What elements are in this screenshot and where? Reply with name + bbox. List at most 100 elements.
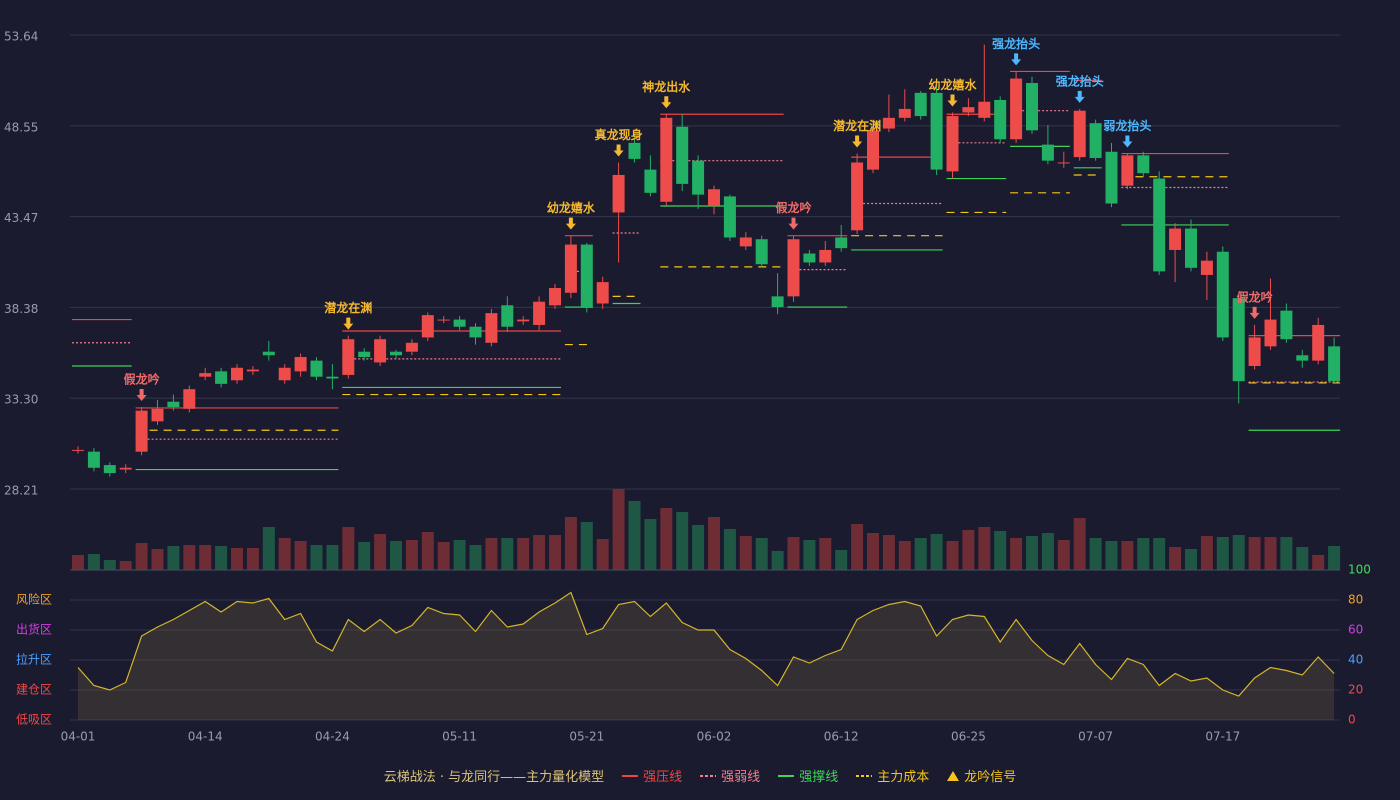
signal-label: 幼龙嬉水 [547,200,596,215]
y2-tick-label: 0 [1348,713,1356,727]
candle-body [946,116,959,172]
y-tick-label: 43.47 [4,211,38,225]
candle-body [835,237,848,249]
volume-bar [1105,541,1118,570]
zone-label: 出货区 [16,622,52,637]
candle-body [246,369,259,372]
candle-body [1041,144,1054,161]
volume-bar [1089,538,1102,570]
volume-bar [962,530,975,570]
legend-swatch [947,770,960,781]
candle-body [310,360,323,377]
candle-body [453,319,466,327]
volume-bar [326,545,339,570]
volume-bar [994,531,1007,570]
candle-body [1169,228,1182,250]
legend-label: 强压线 [643,770,683,785]
volume-bar [1296,547,1309,570]
candle-body [771,296,784,308]
volume-bar [294,541,307,570]
candle-body [469,326,482,338]
volume-bar [278,538,291,570]
signal-arrow [136,389,147,402]
candle-body [930,92,943,170]
candle-body [819,249,832,263]
candle-body [1200,260,1213,275]
candle-body [898,108,911,118]
volume-bar [867,533,879,570]
volume-bar [914,538,927,570]
candle-body [1280,310,1293,340]
volume-bar [1057,540,1070,570]
candle-body [612,174,625,213]
zone-label: 低吸区 [16,713,52,727]
y2-tick-label: 60 [1348,623,1363,637]
volume-bar [358,542,371,570]
candle-body [517,319,530,322]
volume-bar [882,535,895,570]
signal-arrow [1249,306,1260,319]
candle-body [1185,228,1197,268]
legend: 云梯战法 · 与龙同行——主力量化模型 强压线 强弱线 强撑线 主力成本 龙吟信号 [0,766,1400,785]
signal-arrow [1074,90,1085,103]
candle-body [1328,346,1341,382]
volume-bar [453,540,466,570]
candle-body [421,315,434,338]
volume-bar [787,537,800,570]
y2-tick-label: 100 [1348,563,1371,577]
y2-tick-label: 80 [1348,593,1363,607]
volume-bar [103,560,116,570]
volume-bar [469,545,482,570]
candle-body [1010,78,1023,140]
candle-body [723,196,736,238]
volume-bar [533,535,546,570]
volume-bar [739,536,752,570]
candle-body [262,351,275,356]
signal-label: 潜龙在渊 [324,300,372,315]
volume-bar [374,534,387,570]
volume-bar [676,512,689,570]
candle-body [596,282,609,304]
volume-bar [898,541,911,570]
signal-label: 神龙出水 [642,79,691,94]
legend-item: 龙吟信号 [947,766,1016,785]
candle-body [183,389,196,409]
candle-body [278,367,291,381]
x-tick-label: 06-12 [824,730,859,744]
legend-item: 主力成本 [856,766,929,785]
volume-bar [262,527,275,570]
y-tick-label: 28.21 [4,484,38,498]
zone-label: 建仓区 [16,683,52,697]
volume-bar [1280,537,1293,570]
legend-swatch [778,774,795,777]
legend-swatch [856,774,873,777]
volume-bar [1200,536,1213,570]
volume-bar [1137,538,1150,570]
x-tick-label: 05-11 [442,730,477,744]
candle-body [994,99,1007,140]
volume-bar [1264,537,1277,570]
volume-bar [612,489,625,570]
volume-bar [596,539,609,570]
volume-bar [851,524,864,570]
zone-label: 拉升区 [16,652,52,667]
candle-body [72,449,84,451]
signal-label: 潜龙在渊 [833,118,881,133]
signal-label: 假龙吟 [124,372,160,387]
candle-body [851,162,864,231]
candle-body [564,244,577,293]
candle-body [437,319,450,321]
candle-body [167,401,180,408]
signal-arrow [613,144,624,157]
candle-body [1232,298,1245,382]
candle-body [231,367,243,381]
y2-tick-label: 20 [1348,683,1363,697]
legend-title: 云梯战法 · 与龙同行——主力量化模型 [383,770,605,785]
volume-bar [771,551,784,570]
candle-body [1057,162,1070,164]
volume-bar [580,522,593,570]
x-tick-label: 05-21 [569,730,604,744]
candle-body [708,189,720,206]
y-tick-label: 53.64 [4,30,38,44]
